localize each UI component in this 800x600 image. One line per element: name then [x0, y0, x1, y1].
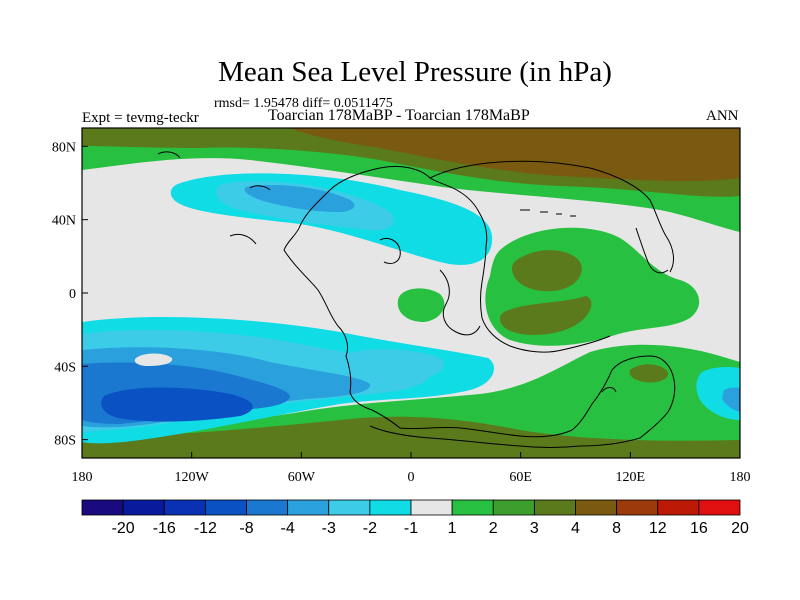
tick-marks	[81, 145, 741, 458]
field-north-midblue	[244, 184, 355, 212]
y-tick-label: 0	[69, 287, 76, 302]
colorbar-label: 12	[649, 520, 667, 537]
colorbar-label: 4	[571, 520, 580, 537]
colorbar-label: 20	[731, 520, 749, 537]
colorbar-swatch	[163, 499, 206, 516]
colorbar-label: 1	[448, 520, 457, 537]
x-tick-label: 120W	[175, 470, 210, 485]
field-east-olive-south	[499, 296, 592, 335]
colorbar-swatch	[246, 499, 289, 516]
colorbar-swatch	[204, 499, 247, 516]
chart-subtitle: Toarcian 178MaBP - Toarcian 178MaBP	[268, 107, 530, 124]
x-axis-ticks: 180 120W 60W 0 60E 120E 180	[72, 470, 751, 485]
field-south-white-spot	[134, 353, 173, 366]
colorbar-label: -20	[112, 520, 135, 537]
colorbar-label: -3	[322, 520, 336, 537]
experiment-label: Expt = tevmg-teckr	[82, 110, 199, 126]
colorbar-swatch	[410, 499, 453, 516]
colorbar-swatch	[533, 499, 576, 516]
x-tick-label: 180	[72, 470, 93, 485]
y-tick-label: 40S	[54, 360, 76, 375]
colorbar-label: -2	[363, 520, 377, 537]
field-equator-green	[397, 288, 445, 322]
colorbar-label: 16	[690, 520, 708, 537]
x-tick-label: 60E	[509, 470, 532, 485]
colorbar-label: -4	[281, 520, 295, 537]
colorbar-swatch	[698, 499, 741, 516]
colorbar-swatch	[122, 499, 165, 516]
x-tick-label: 60W	[288, 470, 316, 485]
colorbar-swatch	[575, 499, 618, 516]
y-tick-label: 80N	[52, 140, 76, 155]
season-label: ANN	[706, 108, 739, 124]
colorbar-swatch	[657, 499, 700, 516]
colorbar-label: 8	[612, 520, 621, 537]
colorbar-label: 3	[530, 520, 539, 537]
colorbar-swatch	[287, 499, 330, 516]
field-north-brown	[290, 128, 740, 182]
x-tick-label: 180	[730, 470, 751, 485]
y-axis-ticks: 80N 40N 0 40S 80S	[52, 140, 76, 448]
x-tick-label: 0	[408, 470, 415, 485]
colorbar-label: -1	[404, 520, 418, 537]
field-east-olive-north	[512, 250, 582, 292]
colorbar-label: -12	[194, 520, 217, 537]
colorbar-swatch	[492, 499, 535, 516]
colorbar-swatch	[81, 499, 124, 516]
pressure-field	[82, 128, 740, 458]
colorbar-swatch	[328, 499, 371, 516]
field-south-western-cyan	[351, 349, 444, 379]
colorbar-label: 2	[489, 520, 498, 537]
field-south-deepblue	[101, 387, 253, 422]
colorbar-swatch	[369, 499, 412, 516]
y-tick-label: 80S	[54, 434, 76, 449]
coastlines	[157, 151, 676, 448]
colorbar-swatch	[451, 499, 494, 516]
stats-label: rmsd= 1.95478 diff= 0.0511475	[214, 96, 393, 111]
y-tick-label: 40N	[52, 214, 76, 229]
colorbar-label: -8	[239, 520, 253, 537]
x-tick-label: 120E	[616, 470, 646, 485]
colorbar: -20 -16 -12 -8 -4 -3 -2 -1 1 2 3 4 8 12 16 20	[81, 499, 749, 537]
chart-title: Mean Sea Level Pressure (in hPa)	[218, 56, 612, 88]
field-south-olive-spot	[629, 364, 669, 383]
field-south-eastern-blue	[722, 387, 740, 412]
colorbar-swatch	[616, 499, 659, 516]
colorbar-label: -16	[153, 520, 176, 537]
field-south-olive	[82, 416, 740, 458]
